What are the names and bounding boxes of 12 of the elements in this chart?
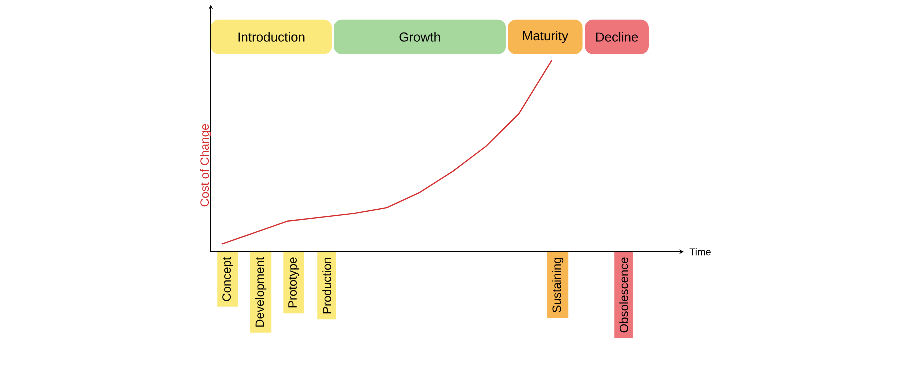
x-tick-label: Concept: [222, 257, 234, 302]
x-axis-title: Time: [690, 248, 711, 256]
text: Decline: [596, 32, 638, 42]
y-axis-title: Cost of Change: [200, 124, 212, 207]
x-tick-label: Sustaining: [552, 258, 564, 313]
x-tick-label: Obsolescence: [620, 258, 628, 333]
x-tick-label: Production: [322, 258, 332, 314]
text: Introduction: [238, 32, 305, 42]
x-tick-label: Prototype: [288, 258, 300, 308]
x-tick-label: Development: [255, 257, 267, 327]
text: Growth: [400, 32, 440, 42]
text: Maturity: [523, 31, 569, 44]
